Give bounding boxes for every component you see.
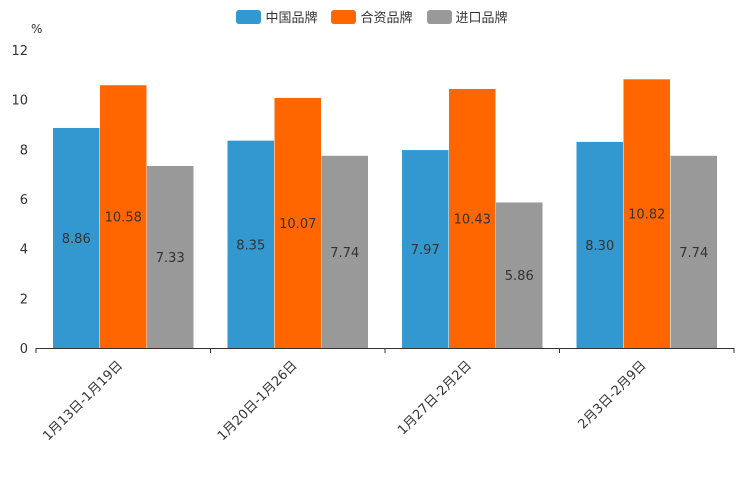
x-tick-label: 1月20日-1月26日 bbox=[215, 358, 301, 444]
data-label-joint-venture-4: 10.82 bbox=[628, 208, 665, 223]
y-tick-label: 0 bbox=[20, 342, 28, 357]
bars: 8.86 10.58 7.33 8.35 10.07 7.74 7.97 10.43 5.86 8… bbox=[53, 79, 717, 348]
data-label-joint-venture-2: 10.07 bbox=[279, 217, 316, 232]
bar-joint-venture-4[interactable] bbox=[623, 79, 671, 348]
data-label-domestic-2: 8.35 bbox=[236, 238, 265, 253]
x-tick-label: 2月3日-2月9日 bbox=[575, 358, 649, 432]
bar-imported-2[interactable] bbox=[321, 155, 369, 348]
data-label-joint-venture-1: 10.58 bbox=[105, 211, 142, 226]
bar-domestic-4[interactable] bbox=[576, 141, 624, 348]
y-axis: 0 2 4 6 8 10 12 bbox=[11, 44, 28, 357]
bar-imported-1[interactable] bbox=[147, 165, 194, 348]
data-label-domestic-1: 8.86 bbox=[62, 232, 91, 247]
y-tick-label: 8 bbox=[20, 143, 28, 158]
legend-item-imported[interactable]: 进口品牌 bbox=[426, 7, 508, 26]
legend-label-imported: 进口品牌 bbox=[455, 11, 508, 26]
legend-swatch-domestic bbox=[236, 9, 262, 24]
y-tick-label: 10 bbox=[11, 94, 28, 109]
x-tick-label: 1月27日-2月2日 bbox=[395, 358, 475, 438]
data-label-domestic-3: 7.97 bbox=[411, 243, 440, 258]
legend-item-domestic[interactable]: 中国品牌 bbox=[236, 7, 317, 26]
chart-legend: 中国品牌 合资品牌 进口品牌 bbox=[0, 7, 744, 26]
data-label-joint-venture-3: 10.43 bbox=[454, 212, 491, 227]
data-label-imported-2: 7.74 bbox=[330, 246, 359, 261]
bar-imported-3[interactable] bbox=[496, 202, 543, 348]
data-label-imported-3: 5.86 bbox=[505, 269, 534, 284]
legend-swatch-joint-venture bbox=[331, 9, 357, 24]
bar-joint-venture-3[interactable] bbox=[449, 88, 496, 348]
bar-imported-4[interactable] bbox=[670, 155, 718, 348]
legend-label-joint-venture: 合资品牌 bbox=[360, 11, 413, 26]
y-axis-unit: % bbox=[31, 22, 42, 36]
bar-domestic-1[interactable] bbox=[53, 127, 100, 348]
x-axis: 1月13日-1月19日 1月20日-1月26日 1月27日-2月2日 2月3日-2月9… bbox=[35, 348, 735, 444]
y-tick-label: 2 bbox=[20, 292, 28, 307]
x-tick-label: 1月13日-1月19日 bbox=[40, 358, 126, 444]
legend-item-joint-venture[interactable]: 合资品牌 bbox=[331, 7, 413, 26]
legend-label-domestic: 中国品牌 bbox=[265, 11, 318, 26]
bar-domestic-3[interactable] bbox=[402, 150, 449, 348]
y-tick-label: 12 bbox=[11, 44, 28, 59]
data-label-imported-4: 7.74 bbox=[679, 246, 708, 261]
bar-joint-venture-2[interactable] bbox=[274, 97, 322, 348]
bar-joint-venture-1[interactable] bbox=[100, 85, 147, 348]
y-tick-label: 6 bbox=[20, 193, 28, 208]
bar-domestic-2[interactable] bbox=[227, 140, 275, 348]
data-label-imported-1: 7.33 bbox=[156, 251, 185, 266]
data-label-domestic-4: 8.30 bbox=[585, 239, 614, 254]
legend-swatch-imported bbox=[426, 9, 452, 24]
y-tick-label: 4 bbox=[20, 243, 28, 258]
